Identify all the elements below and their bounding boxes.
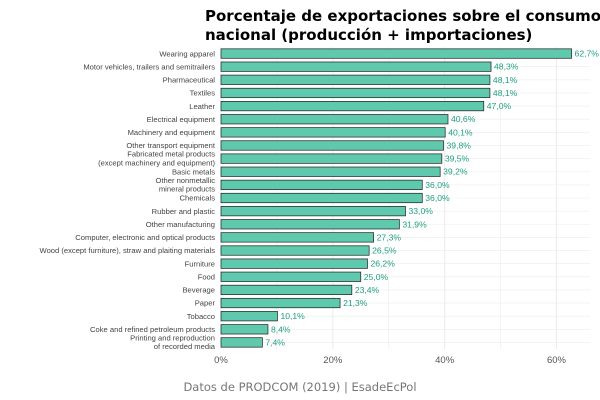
category-label: Paper (195, 299, 216, 308)
x-tick-label: 20% (323, 355, 343, 366)
value-label: 36,0% (425, 193, 450, 203)
bar (220, 114, 449, 125)
bar (220, 337, 263, 348)
category-label: Fabricated metal products (except machine… (98, 150, 215, 168)
value-label: 39,2% (443, 167, 468, 177)
value-labels: 62,7% 48,3% 48,1% 48,1% 47,0% 40,6% 40,1% 39,8%… (265, 49, 599, 348)
bar (220, 61, 492, 72)
category-label: Motor vehicles, trailers and semitrailer… (83, 62, 215, 71)
bar (220, 74, 491, 85)
value-label: 40,6% (451, 114, 476, 124)
bar (220, 311, 278, 322)
value-label: 40,1% (448, 127, 473, 137)
bar (220, 245, 370, 256)
value-label: 25,0% (364, 272, 389, 282)
value-label: 48,1% (493, 75, 518, 85)
value-label: 26,5% (372, 246, 397, 256)
chart-title-line-2: nacional (producción + importaciones) (205, 26, 532, 44)
bar (220, 140, 444, 151)
value-label: 48,1% (493, 88, 518, 98)
category-label: Chemicals (180, 194, 216, 203)
value-label: 27,3% (377, 232, 402, 242)
category-label: Other manufacturing (146, 220, 215, 229)
bar (220, 192, 423, 204)
value-label: 62,7% (575, 49, 600, 59)
value-label: 36,0% (425, 180, 450, 190)
bar (220, 179, 423, 190)
bar (220, 219, 400, 230)
bar (220, 206, 406, 217)
category-label: Furniture (185, 259, 215, 268)
bar (220, 324, 269, 335)
category-label: Basic metals (172, 167, 215, 176)
category-label: Wood (except furniture), straw and plait… (40, 246, 216, 255)
bar (220, 153, 443, 164)
value-label: 26,2% (370, 259, 395, 269)
value-label: 10,1% (280, 311, 305, 321)
bar (220, 101, 485, 112)
value-label: 7,4% (265, 337, 285, 347)
category-label: Rubber and plastic (152, 207, 216, 216)
category-label: Printing and reproduction of recorded med… (130, 334, 216, 352)
x-tick-label: 40% (435, 355, 455, 366)
x-tick-label: 60% (547, 355, 567, 366)
category-label: Computer, electronic and optical product… (75, 233, 215, 242)
value-label: 23,4% (355, 285, 380, 295)
category-label: Machinery and equipment (128, 128, 216, 137)
bar (220, 258, 368, 269)
category-label: Pharmaceutical (163, 76, 216, 85)
category-label: Tobacco (187, 312, 215, 321)
category-label: Electrical equipment (147, 115, 216, 124)
value-label: 47,0% (487, 101, 512, 111)
category-label: Beverage (182, 286, 215, 295)
bar (220, 127, 446, 138)
chart-caption: Datos de PRODCOM (2019) | EsadeEcPol (183, 380, 416, 394)
x-tick-label: 0% (214, 355, 228, 366)
value-label: 31,9% (402, 219, 427, 229)
category-label: Wearing apparel (159, 49, 215, 58)
value-label: 8,4% (271, 324, 291, 334)
category-label: Other nonmetallic mineral products (155, 176, 215, 194)
value-label: 48,3% (494, 62, 519, 72)
category-labels: Wearing apparel Motor vehicles, trailers … (40, 49, 216, 351)
chart-title-line-1: Porcentaje de exportaciones sobre el con… (205, 7, 600, 25)
category-label: Textiles (190, 89, 216, 98)
bars (220, 48, 572, 348)
bar (220, 297, 341, 309)
category-label: Food (198, 272, 215, 281)
bar (220, 284, 353, 295)
category-label: Other transport equipment (126, 141, 216, 150)
category-label: Leather (189, 102, 215, 111)
value-label: 39,5% (445, 154, 470, 164)
bar (220, 271, 362, 282)
bar (220, 87, 491, 99)
value-label: 21,3% (343, 298, 368, 308)
bar (220, 232, 374, 243)
bar (220, 48, 572, 59)
value-label: 39,8% (447, 140, 472, 150)
category-label: Coke and refined petroleum products (90, 325, 215, 334)
bar (220, 166, 441, 177)
value-label: 33,0% (409, 206, 434, 216)
x-axis-ticks: 0% 20% 40% 60% (214, 355, 566, 366)
